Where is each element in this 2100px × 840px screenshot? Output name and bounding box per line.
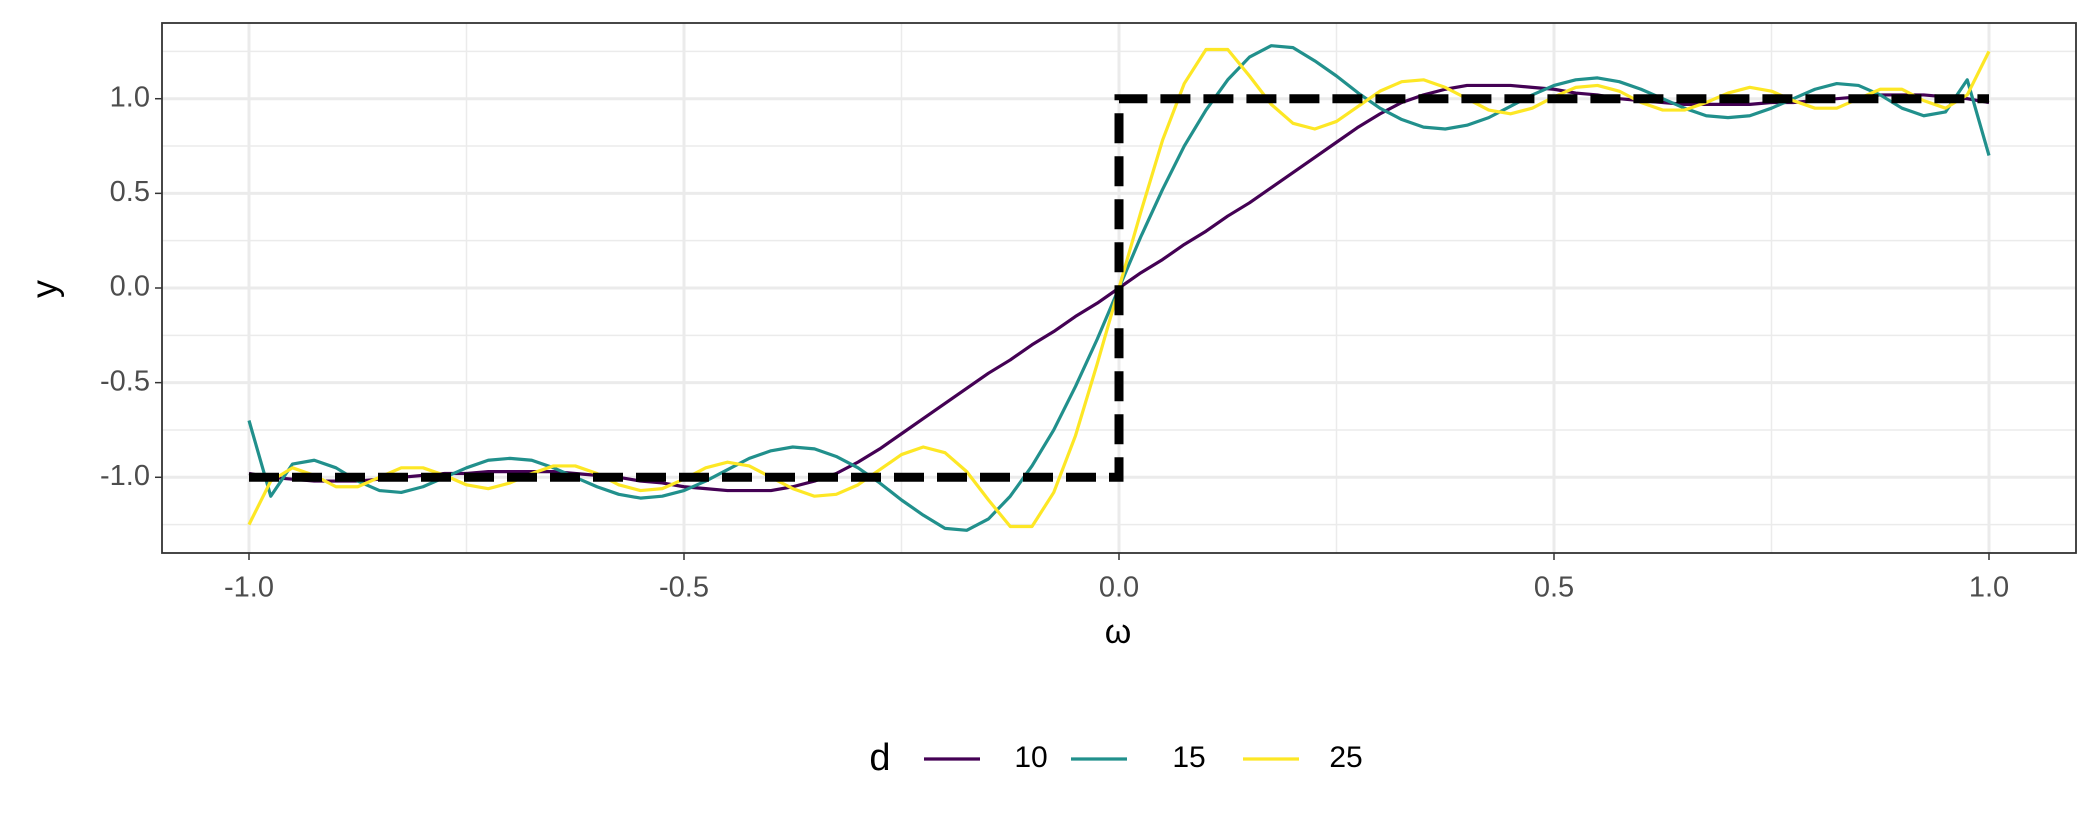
y-tick-label: 0.5 [110, 176, 150, 208]
legend-label: 10 [1014, 741, 1047, 774]
y-tick-label: 0.0 [110, 271, 150, 303]
y-tick-label: -0.5 [100, 365, 150, 397]
x-tick-label: 1.0 [1969, 572, 2009, 604]
x-tick-label: -0.5 [659, 572, 709, 604]
x-tick-label: 0.0 [1099, 572, 1139, 604]
x-tick-label: -1.0 [224, 572, 274, 604]
legend-label: 15 [1172, 741, 1205, 774]
panel-border [161, 22, 2077, 554]
legend-title: d [869, 737, 890, 779]
y-tick-label: -1.0 [100, 460, 150, 492]
x-tick-label: 0.5 [1534, 572, 1574, 604]
reference-line [249, 94, 1989, 482]
y-tick-label: 1.0 [110, 81, 150, 113]
x-axis-label: ω [1105, 613, 1132, 651]
legend-label: 25 [1329, 741, 1362, 774]
y-axis-label: y [24, 280, 65, 298]
